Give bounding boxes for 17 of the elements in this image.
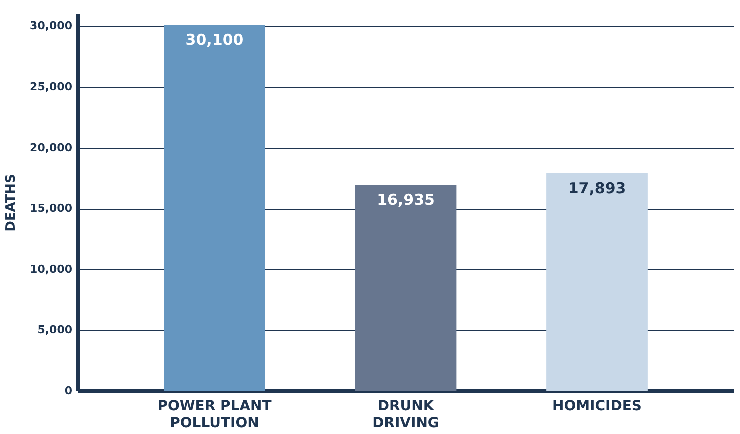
y-tick-label: 5,000	[38, 324, 73, 337]
bar	[164, 24, 266, 391]
x-tick-label: DRUNK DRIVING	[372, 398, 440, 432]
y-tick-label: 15,000	[30, 202, 73, 216]
data-label: 17,893	[568, 179, 626, 198]
data-label: 30,100	[186, 30, 244, 49]
data-label: 16,935	[377, 191, 435, 210]
y-tick-label: 0	[64, 384, 73, 398]
y-tick-label: 10,000	[30, 262, 73, 276]
y-axis-title: DEATHS	[4, 174, 20, 232]
y-tick-label: 30,000	[30, 20, 73, 33]
bar	[355, 185, 457, 391]
y-tick-label: 25,000	[30, 80, 73, 94]
y-tick-label: 20,000	[30, 141, 73, 154]
bar	[546, 173, 648, 391]
x-tick-label: POWER PLANT POLLUTION	[158, 398, 272, 432]
x-tick-label: HOMICIDES	[552, 398, 642, 414]
